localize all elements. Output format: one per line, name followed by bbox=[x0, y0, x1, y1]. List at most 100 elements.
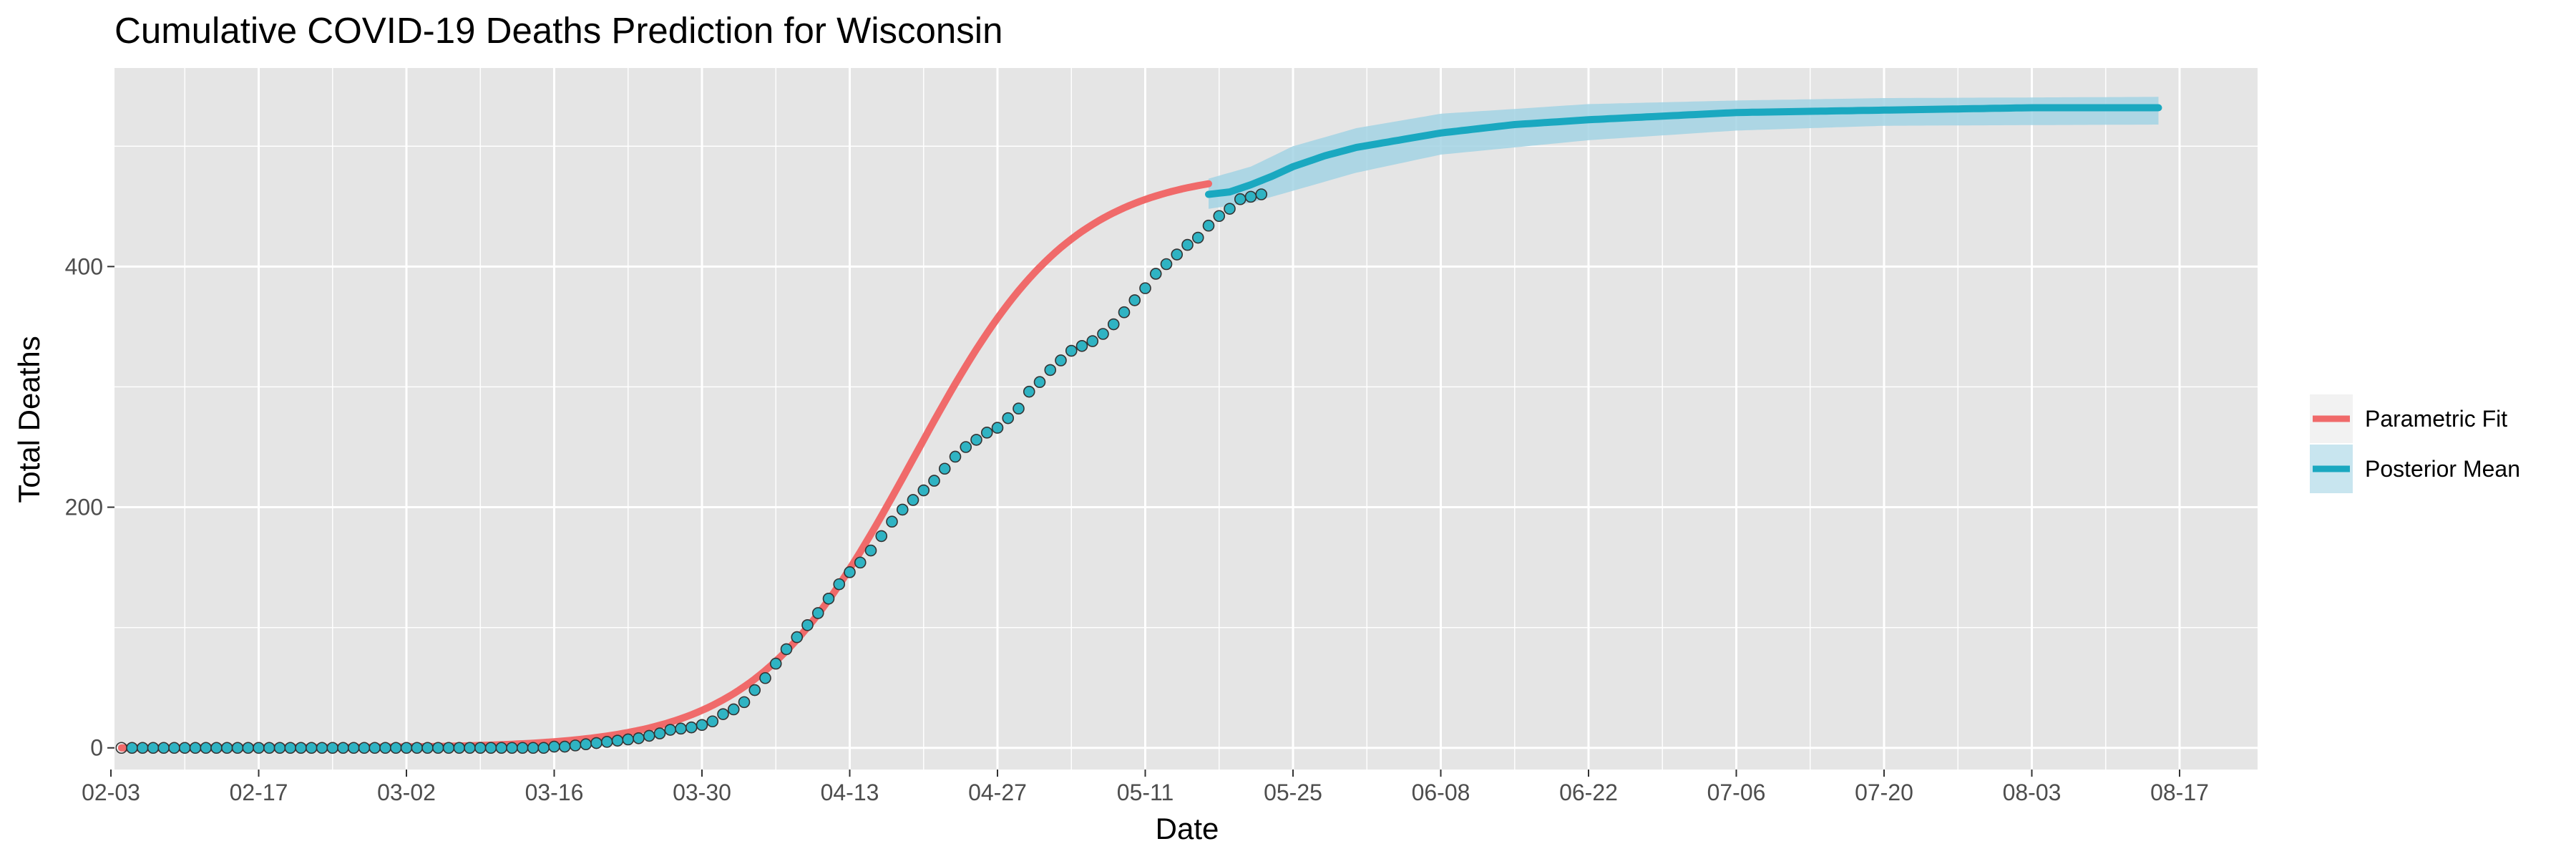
observed-point bbox=[569, 739, 582, 752]
x-tick-label: 08-17 bbox=[2150, 780, 2209, 805]
observed-point bbox=[506, 742, 518, 754]
chart-marks bbox=[115, 97, 2162, 754]
x-tick-label: 06-22 bbox=[1559, 780, 1618, 805]
x-tick-label: 02-17 bbox=[230, 780, 288, 805]
x-tick-label: 06-08 bbox=[1412, 780, 1470, 805]
observed-point bbox=[1149, 268, 1162, 280]
observed-point bbox=[1033, 376, 1046, 389]
observed-point bbox=[822, 593, 835, 605]
observed-point bbox=[653, 727, 666, 739]
observed-point bbox=[337, 742, 349, 754]
x-tick-label: 02-03 bbox=[82, 780, 140, 805]
observed-point bbox=[1234, 193, 1246, 205]
observed-point bbox=[1118, 306, 1131, 319]
observed-point bbox=[1213, 210, 1226, 223]
observed-point bbox=[178, 742, 191, 754]
observed-point bbox=[801, 618, 814, 631]
observed-point bbox=[780, 643, 793, 656]
observed-point bbox=[675, 722, 687, 735]
observed-point bbox=[590, 737, 602, 749]
x-tick-label: 04-13 bbox=[821, 780, 879, 805]
observed-point bbox=[389, 742, 402, 754]
observed-point bbox=[189, 742, 202, 754]
observed-point bbox=[295, 742, 307, 754]
observed-point bbox=[316, 742, 328, 754]
y-tick-label: 400 bbox=[65, 253, 103, 279]
observed-point bbox=[347, 742, 360, 754]
observed-point bbox=[738, 696, 751, 709]
x-tick-label: 03-30 bbox=[673, 780, 731, 805]
posterior-mean-line bbox=[1205, 104, 2162, 198]
observed-point bbox=[696, 719, 708, 732]
observed-point bbox=[474, 742, 487, 754]
observed-point bbox=[305, 742, 318, 754]
observed-point bbox=[580, 738, 592, 750]
x-tick-label: 07-20 bbox=[1855, 780, 1913, 805]
observed-point bbox=[1055, 354, 1067, 367]
x-tick-label: 08-03 bbox=[2003, 780, 2062, 805]
observed-point bbox=[706, 715, 719, 728]
legend: Parametric Fit Posterior Mean bbox=[2310, 394, 2520, 493]
observed-point bbox=[147, 742, 160, 754]
plot-panel bbox=[109, 68, 2258, 770]
x-tick-label: 03-16 bbox=[525, 780, 584, 805]
observed-point bbox=[1181, 238, 1194, 251]
observed-point bbox=[1065, 344, 1078, 357]
observed-point bbox=[453, 742, 466, 754]
observed-point bbox=[928, 475, 940, 487]
observed-point bbox=[717, 708, 729, 720]
observed-point bbox=[811, 607, 824, 619]
observed-point bbox=[1086, 335, 1099, 347]
observed-point bbox=[643, 729, 655, 742]
observed-point bbox=[126, 742, 138, 754]
observed-point bbox=[980, 427, 993, 439]
axes: 02-03 02-17 03-02 03-16 03-30 04-13 04-27 05-11… bbox=[65, 253, 2209, 805]
observed-point bbox=[949, 450, 962, 463]
observed-point bbox=[411, 742, 424, 754]
observed-point bbox=[1160, 258, 1173, 271]
observed-point bbox=[558, 740, 571, 753]
observed-point bbox=[200, 742, 213, 754]
observed-point bbox=[1224, 203, 1236, 215]
posterior-band bbox=[1209, 97, 2159, 209]
observed-point bbox=[1044, 364, 1057, 377]
observed-point bbox=[1023, 385, 1035, 398]
observed-point bbox=[495, 742, 508, 754]
observed-point bbox=[369, 742, 381, 754]
x-tick-label: 07-06 bbox=[1707, 780, 1766, 805]
observed-point bbox=[1171, 248, 1184, 261]
observed-point bbox=[1107, 318, 1120, 331]
x-axis-title: Date bbox=[1156, 812, 1219, 845]
observed-point bbox=[791, 631, 804, 644]
x-tick-label: 05-11 bbox=[1117, 780, 1174, 805]
observed-point bbox=[938, 462, 951, 475]
observed-point bbox=[622, 733, 635, 746]
observed-point bbox=[664, 724, 677, 736]
observed-point bbox=[1128, 294, 1141, 306]
y-axis-title: Total Deaths bbox=[12, 336, 46, 503]
observed-point bbox=[1244, 190, 1257, 203]
observed-point bbox=[168, 742, 180, 754]
observed-point bbox=[727, 703, 740, 716]
observed-point bbox=[1013, 402, 1025, 415]
panel-background bbox=[114, 68, 2258, 770]
observed-point bbox=[421, 742, 434, 754]
observed-point bbox=[136, 742, 149, 754]
observed-point bbox=[263, 742, 275, 754]
observed-point bbox=[1191, 231, 1204, 244]
observed-point bbox=[769, 657, 782, 670]
observed-point bbox=[284, 742, 297, 754]
observed-point bbox=[516, 742, 529, 754]
observed-point bbox=[220, 742, 233, 754]
observed-point bbox=[400, 742, 413, 754]
observed-point bbox=[633, 732, 645, 744]
observed-point bbox=[484, 742, 497, 754]
observed-point bbox=[600, 736, 613, 748]
observed-point bbox=[1075, 340, 1088, 352]
observed-point bbox=[864, 544, 877, 557]
observed-point bbox=[242, 742, 255, 754]
observed-point bbox=[1097, 328, 1109, 340]
observed-point bbox=[896, 503, 909, 516]
observed-point bbox=[611, 734, 624, 747]
observed-point bbox=[442, 742, 455, 754]
